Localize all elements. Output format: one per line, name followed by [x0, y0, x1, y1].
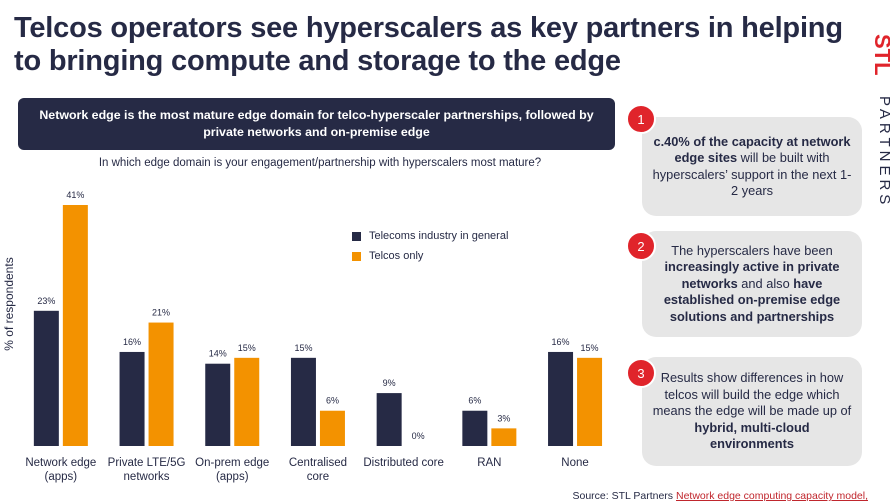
data-label: 14% [209, 349, 227, 359]
legend-item-telcos: Telcos only [352, 246, 508, 266]
legend-swatch-telcos [352, 251, 361, 261]
data-label: 16% [123, 337, 141, 347]
data-label: 15% [238, 343, 256, 353]
bar-industry [290, 357, 316, 446]
legend-label-telcos: Telcos only [369, 250, 424, 262]
category-label: core [307, 471, 329, 483]
chart-banner: Network edge is the most mature edge dom… [18, 98, 615, 150]
category-label: Distributed core [363, 457, 444, 469]
insight-text-segment: will be built with hyperscalers’ support… [652, 150, 852, 198]
legend-item-industry: Telecoms industry in general [352, 226, 508, 246]
category-label: Centralised [289, 457, 347, 469]
bar-industry [376, 393, 402, 446]
category-label: (apps) [216, 471, 249, 483]
insight-badge-3: 3 [626, 358, 656, 388]
category-label: networks [124, 471, 170, 483]
insight-text-segment: have established on-premise edge solutio… [663, 275, 841, 324]
chart-question: In which edge domain is your engagement/… [98, 157, 542, 169]
legend-swatch-industry [352, 231, 361, 241]
stl-logo: STL [870, 34, 890, 76]
insight-text-segment: Results show differences in how telcos w… [652, 370, 852, 419]
insight-text: The hyperscalers have been increasingly … [652, 243, 852, 326]
source-prefix: Source: STL Partners [572, 490, 676, 502]
bar-telcos [62, 205, 88, 446]
page-title: Telcos operators see hyperscalers as key… [14, 12, 843, 77]
bar-telcos [491, 428, 517, 446]
insight-text-segment: in private networks [681, 259, 840, 291]
insight-text: Results show differences in how telcos w… [652, 370, 852, 453]
bar-telcos [319, 410, 345, 446]
data-label: 15% [294, 343, 312, 353]
insight-text-segment: and also [737, 275, 794, 291]
insight-text-segment: increasingly active [664, 259, 780, 275]
bar-chart: 23% 41% Network edge (apps) 16% 21% Private LT… [25, 190, 603, 483]
insight-badge-1: 1 [626, 104, 656, 134]
bar-telcos [234, 357, 260, 446]
insight-text: c.40% of the capacity at network edge si… [652, 134, 852, 200]
data-label: 3% [497, 413, 510, 423]
bar-telcos [148, 322, 174, 446]
data-label: 21% [152, 308, 170, 318]
category-label: RAN [477, 457, 501, 469]
data-label: 41% [66, 190, 84, 200]
logo-partners-text: PARTNERS [876, 96, 893, 209]
category-label: Network edge [25, 457, 96, 469]
insight-text-segment: hybrid, multi-cloud environments [694, 419, 810, 452]
bar-industry [548, 351, 574, 446]
data-label: 15% [581, 343, 599, 353]
legend-label-industry: Telecoms industry in general [369, 230, 509, 242]
category-label: (apps) [45, 471, 78, 483]
category-label: On-prem edge [195, 457, 269, 469]
insight-card-3: Results show differences in how telcos w… [642, 357, 862, 466]
logo-letters: STL [870, 34, 890, 76]
bar-industry [33, 310, 59, 446]
insight-badge-2: 2 [626, 231, 656, 261]
category-label: Private LTE/5G [108, 457, 186, 469]
bar-industry [205, 363, 231, 446]
bar-industry [462, 410, 488, 446]
category-label: None [561, 457, 589, 469]
insight-card-1: c.40% of the capacity at network edge si… [642, 117, 862, 216]
insight-card-2: The hyperscalers have been increasingly … [642, 231, 862, 337]
source-note: Source: STL Partners Network edge comput… [572, 490, 868, 502]
bar-industry [119, 351, 145, 446]
chart-legend: Telecoms industry in general Telcos only [352, 226, 508, 266]
data-label: 6% [468, 396, 481, 406]
data-label: 16% [552, 337, 570, 347]
insight-text-segment: The hyperscalers have been [671, 242, 833, 258]
data-label: 6% [326, 396, 339, 406]
source-link[interactable]: Network edge computing capacity model, [675, 490, 868, 502]
data-label: 9% [383, 378, 396, 388]
bar-telcos [577, 357, 603, 446]
data-label: 0% [412, 431, 425, 441]
data-label: 23% [37, 296, 55, 306]
insight-text-segment: c.40% of the capacity at network edge si… [653, 133, 851, 166]
